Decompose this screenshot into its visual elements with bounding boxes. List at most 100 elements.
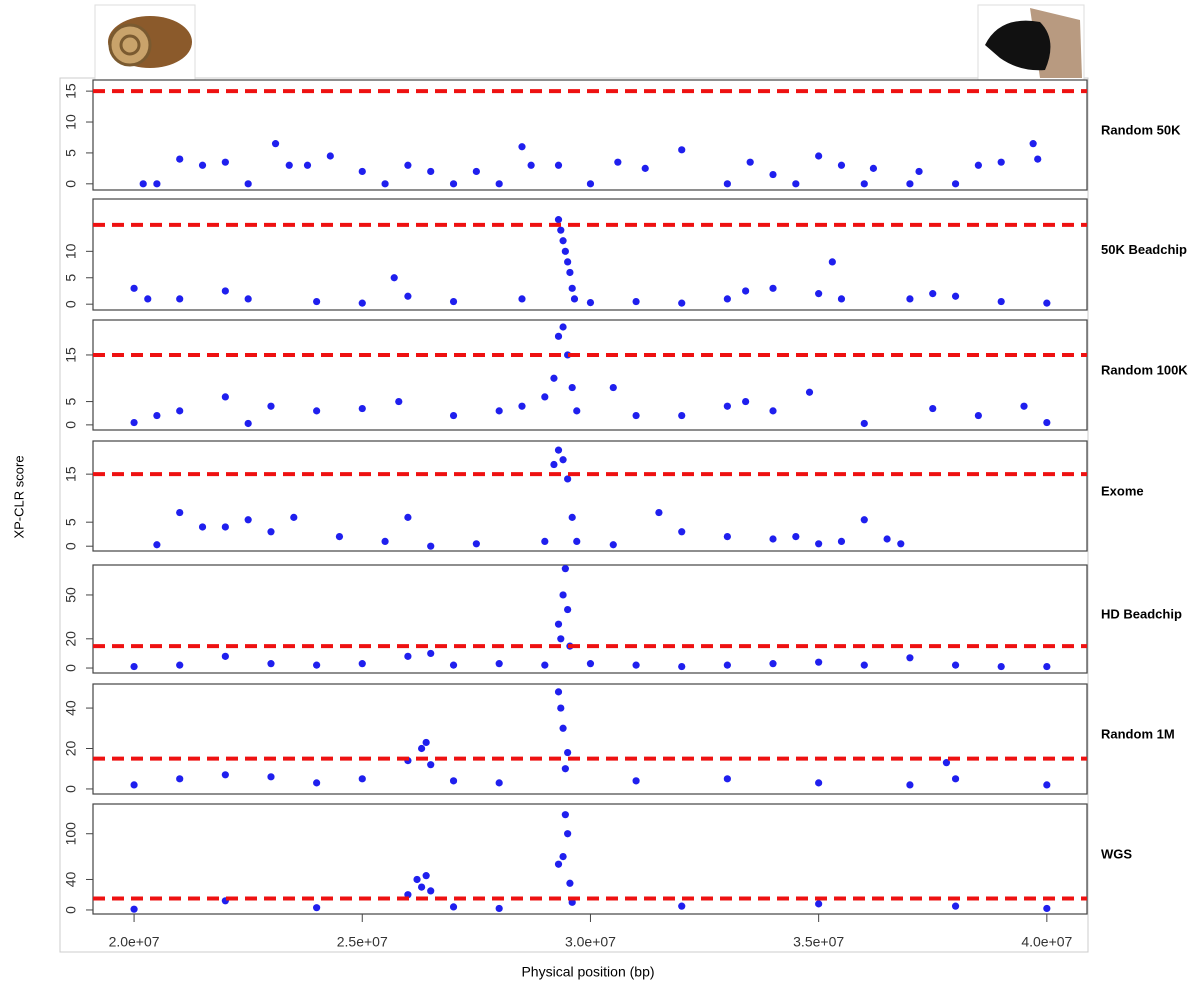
point — [559, 852, 567, 861]
point — [554, 216, 563, 224]
point — [527, 161, 535, 169]
point — [417, 744, 426, 753]
y-tick-label: 10 — [63, 243, 79, 259]
point — [271, 140, 280, 148]
point — [550, 460, 558, 469]
point — [427, 761, 435, 769]
panel-frame — [92, 79, 1088, 191]
point — [130, 284, 138, 292]
point — [554, 332, 563, 340]
point — [449, 180, 458, 188]
y-tick-label: 40 — [63, 700, 79, 716]
point — [541, 661, 549, 669]
point — [221, 393, 229, 401]
y-tick-label: 5 — [63, 274, 79, 282]
point — [570, 295, 579, 303]
point — [561, 565, 569, 573]
point — [449, 661, 458, 669]
point — [742, 287, 750, 295]
panel-frame — [92, 683, 1088, 795]
point — [837, 537, 846, 545]
point — [495, 904, 503, 913]
point — [860, 180, 868, 188]
point — [267, 402, 275, 410]
point — [541, 537, 549, 545]
ram-image — [94, 4, 196, 81]
point — [723, 661, 731, 669]
panel-frame — [92, 198, 1088, 311]
point — [198, 161, 207, 169]
y-tick-label: 0 — [63, 180, 79, 188]
point — [655, 508, 663, 517]
point — [906, 781, 914, 789]
point — [559, 323, 567, 331]
point — [1043, 662, 1051, 671]
point — [1043, 299, 1051, 307]
panel-label: WGS — [1101, 846, 1132, 861]
point — [769, 407, 777, 415]
panel-label: 50K Beadchip — [1101, 242, 1187, 257]
point — [358, 660, 366, 668]
panel-label: Random 50K — [1101, 122, 1181, 137]
point — [769, 284, 777, 292]
point — [906, 654, 914, 662]
point — [1043, 781, 1051, 789]
point — [290, 513, 298, 521]
point — [130, 662, 138, 671]
point — [554, 688, 563, 696]
point — [176, 508, 184, 517]
point — [742, 397, 750, 406]
point — [568, 513, 576, 521]
point — [883, 535, 891, 543]
point — [518, 295, 526, 303]
point — [942, 759, 951, 767]
point — [404, 891, 412, 899]
point — [561, 247, 569, 255]
point — [632, 297, 640, 306]
point — [550, 374, 558, 382]
point — [564, 605, 572, 614]
point — [723, 775, 731, 783]
x-tick-label: 3.0e+07 — [565, 934, 616, 950]
point — [815, 290, 823, 298]
outer-frame — [59, 77, 1089, 953]
y-tick-label: 0 — [63, 300, 79, 308]
point — [951, 775, 960, 783]
point — [614, 158, 622, 166]
point — [554, 446, 563, 454]
point — [815, 152, 823, 160]
point — [1043, 418, 1051, 427]
point — [860, 661, 868, 669]
point — [495, 660, 503, 668]
point — [554, 161, 563, 169]
point — [566, 268, 574, 277]
point — [1020, 402, 1028, 410]
y-tick-label: 0 — [63, 664, 79, 672]
point — [449, 297, 458, 306]
point — [326, 152, 334, 160]
point — [632, 661, 640, 669]
point — [130, 781, 138, 789]
panel-label: Exome — [1101, 483, 1144, 498]
point — [815, 540, 823, 548]
point — [554, 620, 563, 628]
y-tick-label: 5 — [63, 397, 79, 405]
point — [427, 649, 435, 658]
y-tick-label: 0 — [63, 542, 79, 550]
y-axis-label: XP-CLR score — [11, 455, 26, 538]
point — [449, 411, 458, 420]
point — [678, 902, 686, 910]
y-tick-label: 5 — [63, 149, 79, 157]
point — [358, 775, 366, 783]
point — [153, 180, 161, 188]
point — [586, 299, 595, 307]
x-tick-label: 2.5e+07 — [337, 934, 388, 950]
point — [769, 535, 777, 543]
point — [997, 662, 1005, 671]
point — [427, 887, 435, 895]
point — [929, 290, 937, 298]
point — [404, 161, 412, 169]
y-tick-label: 5 — [63, 518, 79, 526]
point — [805, 388, 814, 396]
point — [792, 532, 800, 541]
